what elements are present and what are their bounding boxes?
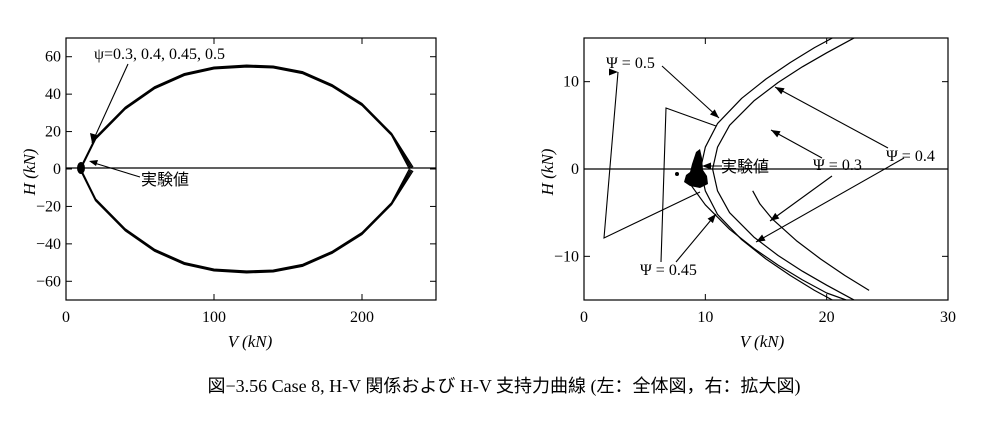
right-annotation-arrowhead [756,234,766,242]
left-ytick-label: 40 [45,86,61,103]
right-ytick-label: −10 [554,248,579,265]
right-clip [686,38,870,300]
right-psi03-label: Ψ = 0.3 [813,157,862,174]
right-ticks: 0 10 20 30 −10 0 10 [554,38,956,326]
left-ytick-label: −20 [36,198,61,215]
left-psi-arrow [91,63,129,144]
right-xtick-label: 0 [580,309,588,326]
left-series-upper [80,65,413,169]
left-exp-arrowhead [89,160,98,166]
left-curves [80,64,414,274]
right-arrows [603,65,905,263]
right-annotation-arrowhead [707,214,716,224]
right-annotation-arrowhead [775,87,785,95]
left-ytick-label: 20 [45,124,61,141]
left-ticks: 0 100 200 −60 −40 −20 0 20 40 60 [36,38,436,326]
left-exp-arrow [90,161,141,178]
right-annotation-arrowhead [771,130,781,138]
right-annotation-arrow [755,157,905,243]
left-ytick-label: 0 [53,161,61,178]
right-psi05-label: Ψ = 0.5 [606,55,655,72]
right-annotation-arrowhead [770,212,780,221]
left-experiment-blob [77,162,85,174]
left-series-upper [80,65,412,169]
left-psi-annotation: ψ=0.3, 0.4, 0.45, 0.5 [94,46,225,63]
right-ylabel: H (kN) [538,148,557,196]
left-series-lower [80,168,410,272]
right-annotation-arrow [661,65,720,119]
right-xtick-label: 10 [697,309,713,326]
right-series-curve [752,190,870,291]
left-xlabel: V (kN) [228,332,273,351]
right-curves [686,38,870,300]
right-series-curve [712,38,856,170]
left-xtick-label: 0 [62,309,70,326]
right-psi05-polyline [603,71,701,239]
right-annotation-arrowhead [709,109,719,118]
left-psi-arrowhead [90,133,97,143]
left-series-upper [80,64,414,168]
left-ytick-label: −40 [36,236,61,253]
right-series-curve [686,179,847,300]
right-psi045-polyline [660,107,717,263]
right-xlabel: V (kN) [740,332,785,351]
figure-caption: 図−3.56 Case 8, H-V 関係および H-V 支持力曲線 (左：全体… [208,376,801,397]
left-series-lower [80,170,414,274]
right-ytick-label: 0 [571,161,579,178]
left-ytick-label: −60 [36,273,61,290]
right-ytick-label: 10 [563,74,579,91]
right-series-curve-mirror [712,168,856,300]
left-xtick-label: 200 [350,309,374,326]
left-series-lower [80,169,413,273]
left-series-upper [80,66,410,170]
right-annotation-arrow [774,86,889,149]
right-psi04-label: Ψ = 0.4 [886,148,935,165]
left-xtick-label: 100 [202,309,226,326]
left-series-lower [80,169,412,273]
right-xtick-label: 30 [940,309,956,326]
left-ytick-label: 60 [45,49,61,66]
right-annotation-arrow [769,175,833,222]
right-annotation-arrowhead [702,162,711,170]
right-exp-label: 実験値 [721,157,769,176]
right-xtick-label: 20 [819,309,835,326]
right-psi045-label: Ψ = 0.45 [640,262,697,279]
right-series-curve-mirror [699,168,834,300]
right-annotation-arrow [675,213,717,263]
right-series-curve [699,38,834,170]
left-chart: 0 100 200 −60 −40 −20 0 20 40 60 H (kN) V (kN) ψ=… [20,37,437,351]
right-chart: 0 10 20 30 −10 0 10 H (kN) V (kN) Ψ = 0.5 Ψ = … [538,37,956,351]
right-annotation-arrowhead [609,68,618,76]
left-exp-label: 実験値 [141,170,189,189]
right-annotation-arrow [770,129,823,159]
left-ylabel: H (kN) [20,148,39,196]
right-experiment-blob [675,149,708,188]
